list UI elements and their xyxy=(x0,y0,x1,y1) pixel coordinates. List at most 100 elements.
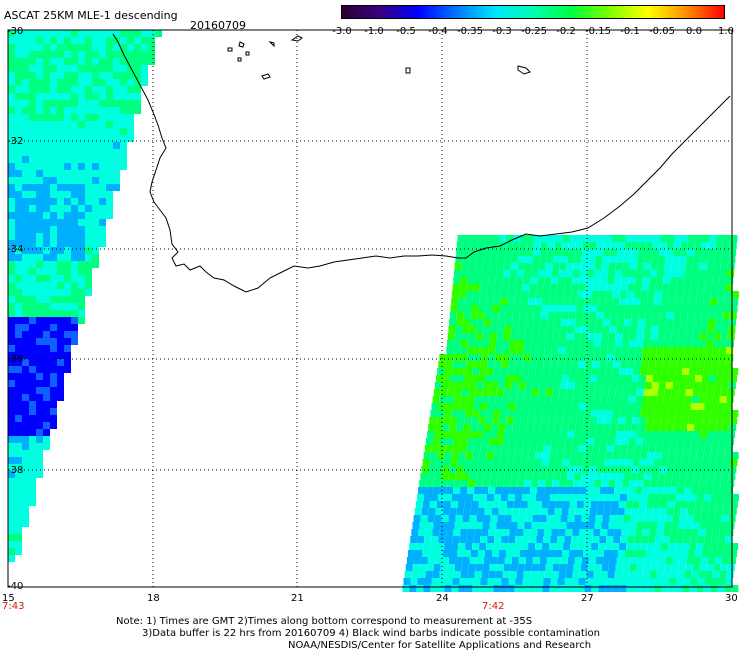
swath-cell xyxy=(712,487,720,494)
swath-cell xyxy=(548,235,556,242)
swath-cell xyxy=(713,522,721,529)
swath-cell xyxy=(29,51,36,58)
swath-cell xyxy=(670,529,678,536)
swath-cell xyxy=(64,184,71,191)
swath-cell xyxy=(588,256,596,263)
swath-cell xyxy=(646,550,653,557)
swath-cell xyxy=(78,296,85,303)
swath-cell xyxy=(71,268,78,275)
swath-cell xyxy=(447,480,455,487)
swath-cell xyxy=(8,303,15,310)
swath-cell xyxy=(657,270,664,277)
swath-cell xyxy=(8,261,15,268)
swath-cell xyxy=(71,317,78,324)
swath-cell xyxy=(8,373,15,380)
swath-cell xyxy=(22,58,29,65)
swath-cell xyxy=(538,522,546,529)
swath-cell xyxy=(586,396,594,403)
swath-cell xyxy=(678,270,685,277)
swath-cell xyxy=(488,438,496,445)
swath-cell xyxy=(485,305,493,312)
swath-cell xyxy=(533,249,541,256)
swath-cell xyxy=(690,403,698,410)
swath-cell xyxy=(716,235,724,242)
swath-cell xyxy=(8,170,15,177)
swath-cell xyxy=(707,473,715,480)
swath-cell xyxy=(561,508,569,515)
swath-cell xyxy=(552,340,559,347)
swath-cell xyxy=(569,235,577,242)
swath-cell xyxy=(637,382,645,389)
swath-cell xyxy=(8,506,15,513)
swath-cell xyxy=(92,37,99,44)
swath-cell xyxy=(566,270,573,277)
swath-cell xyxy=(629,263,637,270)
swath-cell xyxy=(483,473,491,480)
swath-cell xyxy=(708,242,716,249)
swath-cell xyxy=(127,37,134,44)
swath-cell xyxy=(22,513,29,520)
swath-cell xyxy=(664,270,671,277)
swath-cell xyxy=(509,529,517,536)
swath-cell xyxy=(434,473,442,480)
swath-cell xyxy=(43,310,50,317)
swath-cell xyxy=(540,424,548,431)
swath-cell xyxy=(50,282,57,289)
swath-cell xyxy=(646,417,654,424)
swath-cell xyxy=(626,368,634,375)
swath-cell xyxy=(43,436,50,443)
swath-cell xyxy=(700,515,708,522)
swath-cell xyxy=(481,354,489,361)
swath-cell xyxy=(8,233,15,240)
swath-cell xyxy=(623,515,631,522)
swath-cell xyxy=(15,471,22,478)
swath-cell xyxy=(636,389,644,396)
swath-cell xyxy=(610,249,618,256)
swath-cell xyxy=(629,333,637,340)
swath-cell xyxy=(640,298,648,305)
swath-cell xyxy=(99,142,106,149)
swath-cell xyxy=(78,240,85,247)
swath-cell xyxy=(120,72,127,79)
swath-cell xyxy=(439,396,447,403)
swath-cell xyxy=(417,578,425,585)
swath-cell xyxy=(529,284,537,291)
swath-cell xyxy=(43,226,50,233)
swath-cell xyxy=(403,578,411,585)
swath-cell xyxy=(492,235,500,242)
swath-cell xyxy=(645,424,653,431)
swath-cell xyxy=(434,431,442,438)
swath-cell xyxy=(579,571,587,578)
swath-cell xyxy=(658,473,666,480)
swath-cell xyxy=(457,501,465,508)
swath-cell xyxy=(568,249,576,256)
swath-cell xyxy=(50,142,57,149)
swath-cell xyxy=(36,268,43,275)
swath-cell xyxy=(127,30,134,37)
swath-cell xyxy=(591,368,599,375)
swath-cell xyxy=(586,438,594,445)
swath-cell xyxy=(488,354,496,361)
swath-cell xyxy=(561,424,569,431)
swath-cell xyxy=(643,522,651,529)
swath-cell xyxy=(409,543,417,550)
swath-cell xyxy=(8,114,15,121)
swath-cell xyxy=(22,429,29,436)
swath-cell xyxy=(127,65,134,72)
swath-cell xyxy=(474,396,482,403)
swath-cell xyxy=(463,312,471,319)
swath-cell xyxy=(631,242,639,249)
swath-cell xyxy=(533,424,541,431)
swath-cell xyxy=(686,557,694,564)
swath-cell xyxy=(605,585,613,592)
swath-cell xyxy=(566,522,574,529)
swath-cell xyxy=(500,368,508,375)
swath-cell xyxy=(637,326,645,333)
swath-cell xyxy=(22,212,29,219)
swath-cell xyxy=(64,366,71,373)
swath-cell xyxy=(43,268,50,275)
swath-cell xyxy=(692,480,700,487)
swath-cell xyxy=(623,326,631,333)
swath-cell xyxy=(664,564,672,571)
swath-cell xyxy=(71,205,78,212)
